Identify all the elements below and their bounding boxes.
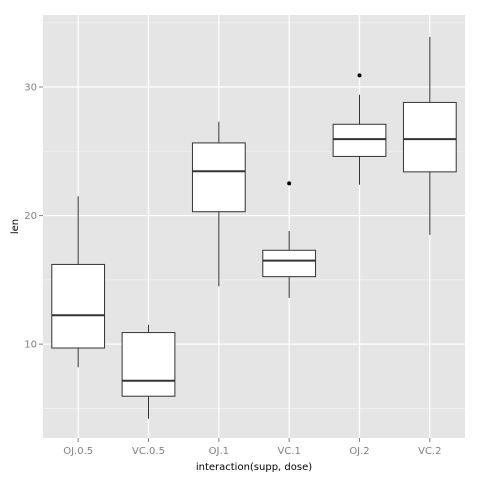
iqr-box	[51, 263, 106, 349]
x-tick-label: OJ.0.5	[63, 446, 93, 457]
x-tick-label: OJ.1	[209, 446, 229, 457]
x-tick-label: VC.0.5	[132, 446, 165, 457]
y-tick-label: 30	[24, 83, 37, 94]
x-tick-label: VC.2	[418, 446, 441, 457]
y-tick-label: 10	[24, 340, 37, 351]
box-VC.2	[402, 36, 457, 235]
box-VC.1	[262, 181, 317, 298]
outlier-point	[357, 73, 362, 78]
box-OJ.0.5	[51, 196, 106, 368]
x-tick-label: OJ.2	[349, 446, 369, 457]
x-tick-label: VC.1	[277, 446, 300, 457]
y-axis: 10 20 30	[24, 83, 43, 351]
box-VC.0.5	[121, 324, 176, 419]
iqr-box	[191, 142, 246, 213]
iqr-box	[262, 249, 317, 278]
iqr-box	[332, 123, 387, 157]
box-OJ.1	[191, 121, 246, 287]
x-axis: OJ.0.5 VC.0.5 OJ.1 VC.1 OJ.2 VC.2	[63, 438, 442, 457]
plot-panel	[43, 15, 465, 438]
outlier-point	[287, 181, 292, 186]
y-axis-title: len	[10, 219, 21, 234]
boxes-layer	[51, 36, 457, 419]
iqr-box	[402, 101, 457, 173]
iqr-box	[121, 332, 176, 397]
box-OJ.2	[332, 73, 387, 185]
y-tick-label: 20	[24, 211, 37, 222]
x-axis-title: interaction(supp, dose)	[196, 462, 312, 473]
